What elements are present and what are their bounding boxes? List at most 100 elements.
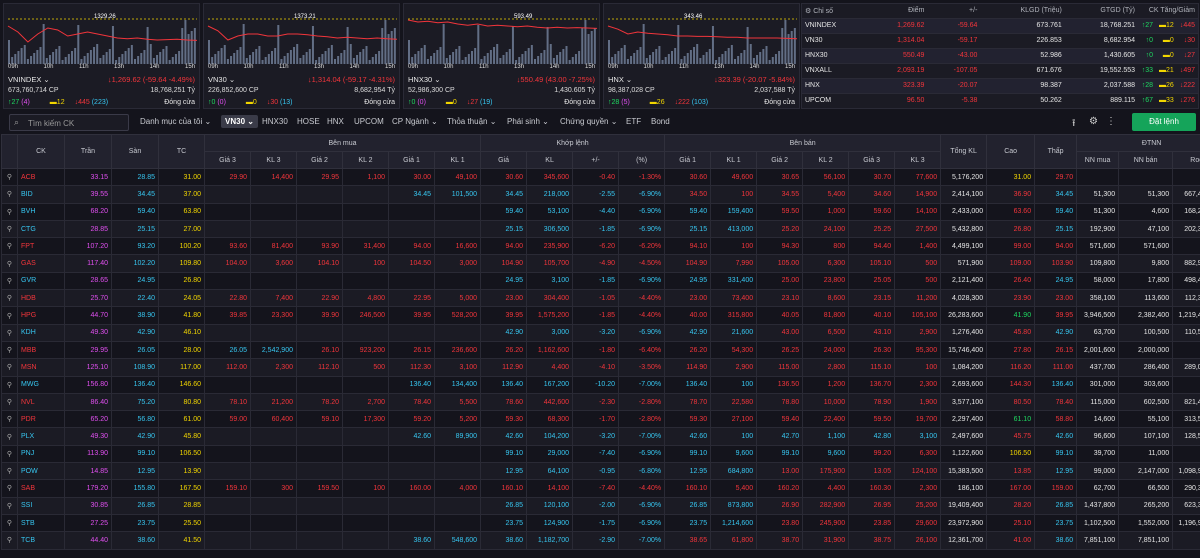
- tab-etf[interactable]: ETF: [626, 117, 642, 126]
- tab-hose[interactable]: HOSE: [297, 117, 320, 126]
- symbol[interactable]: ACB: [17, 167, 65, 187]
- more-icon[interactable]: ⋮: [1106, 116, 1116, 127]
- index-row[interactable]: UPCOM 96.50 -5.38 50.262 889.115 ↑67 ▬33 ↓276: [802, 93, 1198, 109]
- index-row[interactable]: VNINDEX 1,269.62 -59.64 673.761 18,768.251 ↑2…: [802, 18, 1198, 34]
- symbol[interactable]: CTG: [17, 219, 65, 239]
- symbol[interactable]: BVH: [17, 202, 65, 221]
- pin-icon[interactable]: ⚲: [1, 462, 18, 481]
- tab-chngquyn[interactable]: Chứng quyền ⌄: [560, 117, 618, 126]
- pin-icon[interactable]: ⚲: [1, 185, 18, 204]
- tab-bond[interactable]: Bond: [651, 117, 670, 126]
- board-row[interactable]: ⚲ FPT 107.20 93.20 100.20 93.60 81,400 93.90 31,…: [1, 237, 1200, 256]
- board-row[interactable]: ⚲ ACB 33.15 28.85 31.00 29.90 14,400 29.95 1,100…: [1, 167, 1200, 187]
- pin-icon[interactable]: ⚲: [1, 444, 18, 464]
- pin-icon[interactable]: ⚲: [1, 306, 18, 325]
- board-row[interactable]: ⚲ BVH 68.20 59.40 63.80 59.40 53,100 -4.40 -6.90…: [1, 202, 1200, 221]
- board-row[interactable]: ⚲ PLX 49.30 42.90 45.80 42.60 89,900 42.60 104,2…: [1, 427, 1200, 446]
- board-row[interactable]: ⚲ PNJ 113.90 99.10 106.50 99.10 29,000 -7.40 -6.…: [1, 444, 1200, 464]
- index-chart-hnx[interactable]: 343.46 09h 10h 11h 13h 14h 15h HNX ⌄ ↓323.39 (-2…: [603, 3, 800, 109]
- index-row[interactable]: VNXALL 2,093.19 -107.05 671.676 19,552.553 ↑3…: [802, 63, 1198, 79]
- pin-icon[interactable]: ⚲: [1, 410, 18, 429]
- pin-icon[interactable]: ⚲: [1, 513, 18, 533]
- symbol[interactable]: PDR: [17, 410, 65, 429]
- pin-icon[interactable]: ⚲: [1, 496, 18, 515]
- symbol[interactable]: PNJ: [17, 444, 65, 464]
- board-row[interactable]: ⚲ BID 39.55 34.45 37.00 34.45 101,500 34.45 218,…: [1, 185, 1200, 204]
- tab-hnx[interactable]: HNX: [327, 117, 344, 126]
- tab-vn30[interactable]: VN30 ⌄: [221, 115, 258, 128]
- tab-cpngnh[interactable]: CP Ngành ⌄: [392, 117, 438, 126]
- gear-icon[interactable]: ⚙: [1089, 116, 1098, 127]
- pin-icon[interactable]: ⚲: [1, 479, 18, 498]
- symbol[interactable]: HDB: [17, 289, 65, 308]
- symbol[interactable]: GAS: [17, 254, 65, 273]
- place-order-button[interactable]: Đặt lệnh: [1132, 113, 1196, 131]
- search-input[interactable]: [28, 117, 123, 129]
- index-name[interactable]: VNINDEX ⌄: [8, 75, 50, 84]
- index-row[interactable]: HNX30 550.49 -43.00 52.986 1,430.605 ↑0 ▬0 ↓27: [802, 48, 1198, 64]
- index-chart-vn30[interactable]: 1373.21 09h 10h 11h 13h 14h 15h VN30 ⌄ ↓1,314.04…: [203, 3, 400, 109]
- pin-icon[interactable]: ⚲: [1, 427, 18, 446]
- symbol[interactable]: PLX: [17, 427, 65, 446]
- board-row[interactable]: ⚲ MBB 29.95 26.05 28.00 26.05 2,542,900 26.10 92…: [1, 340, 1200, 360]
- board-row[interactable]: ⚲ CTG 28.85 25.15 27.00 25.15 306,500 -1.85 -6.9…: [1, 219, 1200, 239]
- tab-hnx30[interactable]: HNX30: [262, 117, 288, 126]
- board-row[interactable]: ⚲ MSN 125.10 108.90 117.00 112.00 2,300 112.10 5…: [1, 358, 1200, 377]
- board-row[interactable]: ⚲ PDR 65.20 56.80 61.00 59.00 60,400 59.10 17,30…: [1, 410, 1200, 429]
- board-row[interactable]: ⚲ HPG 44.70 38.90 41.80 39.85 23,300 39.90 246,5…: [1, 306, 1200, 325]
- symbol[interactable]: TCB: [17, 531, 65, 550]
- cell: 2,121,400: [940, 271, 988, 291]
- pin-icon[interactable]: ⚲: [1, 202, 18, 221]
- symbol[interactable]: MBB: [17, 340, 65, 360]
- board-row[interactable]: ⚲ STB 27.25 23.75 25.50 23.75 124,900 -1.75 -6.9…: [1, 513, 1200, 533]
- symbol[interactable]: STB: [17, 513, 65, 533]
- board-row[interactable]: ⚲ HDB 25.70 22.40 24.05 22.80 7,400 22.90 4,800 2…: [1, 289, 1200, 308]
- pin-icon[interactable]: ⚲: [1, 323, 18, 342]
- symbol[interactable]: MSN: [17, 358, 65, 377]
- symbol[interactable]: KDH: [17, 323, 65, 342]
- board-row[interactable]: ⚲ GAS 117.40 102.20 109.80 104.00 3,600 104.10 1…: [1, 254, 1200, 273]
- tab-thathun[interactable]: Thỏa thuận ⌄: [447, 117, 497, 126]
- pin-icon[interactable]: ⚲: [1, 167, 18, 187]
- index-row[interactable]: HNX 323.39 -20.07 98.387 2,037.588 ↑28 ▬26 ↓222: [802, 78, 1198, 94]
- board-row[interactable]: ⚲ TCB 44.40 38.60 41.50 38.60 548,600 38.60 1,18…: [1, 531, 1200, 550]
- board-row[interactable]: ⚲ POW 14.85 12.95 13.90 12.95 64,100 -0.95 -6.80…: [1, 462, 1200, 481]
- symbol[interactable]: FPT: [17, 237, 65, 256]
- pin-icon[interactable]: ⚲: [1, 531, 18, 550]
- symbol[interactable]: SSI: [17, 496, 65, 515]
- symbol[interactable]: MWG: [17, 375, 65, 394]
- index-name[interactable]: HNX ⌄: [608, 75, 633, 84]
- board-row[interactable]: ⚲ SSI 30.85 26.85 28.85 26.85 120,100 -2.00 -6.9…: [1, 496, 1200, 515]
- symbol[interactable]: HPG: [17, 306, 65, 325]
- pin-icon[interactable]: ⚲: [1, 358, 18, 377]
- index-chart-vnindex[interactable]: 1329.26 09h 10h 11h 13h 14h 15h VNINDEX ⌄ ↓1,269…: [3, 3, 200, 109]
- index-name[interactable]: VN30 ⌄: [208, 75, 236, 84]
- pin-icon[interactable]: ⚲: [1, 237, 18, 256]
- pin-icon[interactable]: ⚲: [1, 375, 18, 394]
- board-row[interactable]: ⚲ KDH 49.30 42.90 46.10 42.90 3,000 -3.20 -6.90%…: [1, 323, 1200, 342]
- pin-icon[interactable]: ⚲: [1, 340, 18, 360]
- tab-upcom[interactable]: UPCOM: [354, 117, 384, 126]
- board-row[interactable]: ⚲ GVR 28.65 24.95 26.80 24.95 3,100 -1.85 -6.90%…: [1, 271, 1200, 291]
- symbol[interactable]: SAB: [17, 479, 65, 498]
- pin-icon[interactable]: ⚲: [1, 219, 18, 239]
- symbol[interactable]: POW: [17, 462, 65, 481]
- pin-icon[interactable]: ⚲: [1, 254, 18, 273]
- symbol[interactable]: GVR: [17, 271, 65, 291]
- pin-icon[interactable]: ⚲: [1, 289, 18, 308]
- pin-icon[interactable]: ⚲: [1, 271, 18, 291]
- board-row[interactable]: ⚲ NVL 86.40 75.20 80.80 78.10 21,200 78.20 2,700…: [1, 392, 1200, 412]
- index-name[interactable]: HNX30 ⌄: [408, 75, 441, 84]
- upload-icon[interactable]: ⭱: [1072, 118, 1076, 129]
- symbol[interactable]: BID: [17, 185, 65, 204]
- symbol[interactable]: NVL: [17, 392, 65, 412]
- board-row[interactable]: ⚲ MWG 156.80 136.40 146.60 136.40 134,400 136.4…: [1, 375, 1200, 394]
- index-chart-hnx30[interactable]: 593.49 09h 10h 11h 13h 14h 15h HNX30 ⌄ ↓550.49 (…: [403, 3, 600, 109]
- index-row[interactable]: VN30 1,314.04 -59.17 226.853 8,682.954 ↑0 ▬0 ↓3…: [802, 33, 1198, 49]
- tab-phisinh[interactable]: Phái sinh ⌄: [507, 117, 549, 126]
- search-box[interactable]: ⌕: [9, 114, 129, 131]
- tab-danhmccati[interactable]: Danh mục của tôi ⌄: [140, 117, 212, 126]
- pin-icon[interactable]: ⚲: [1, 392, 18, 412]
- cell: 116.20: [986, 358, 1036, 377]
- board-row[interactable]: ⚲ SAB 179.20 155.80 167.50 159.10 300 159.50 100…: [1, 479, 1200, 498]
